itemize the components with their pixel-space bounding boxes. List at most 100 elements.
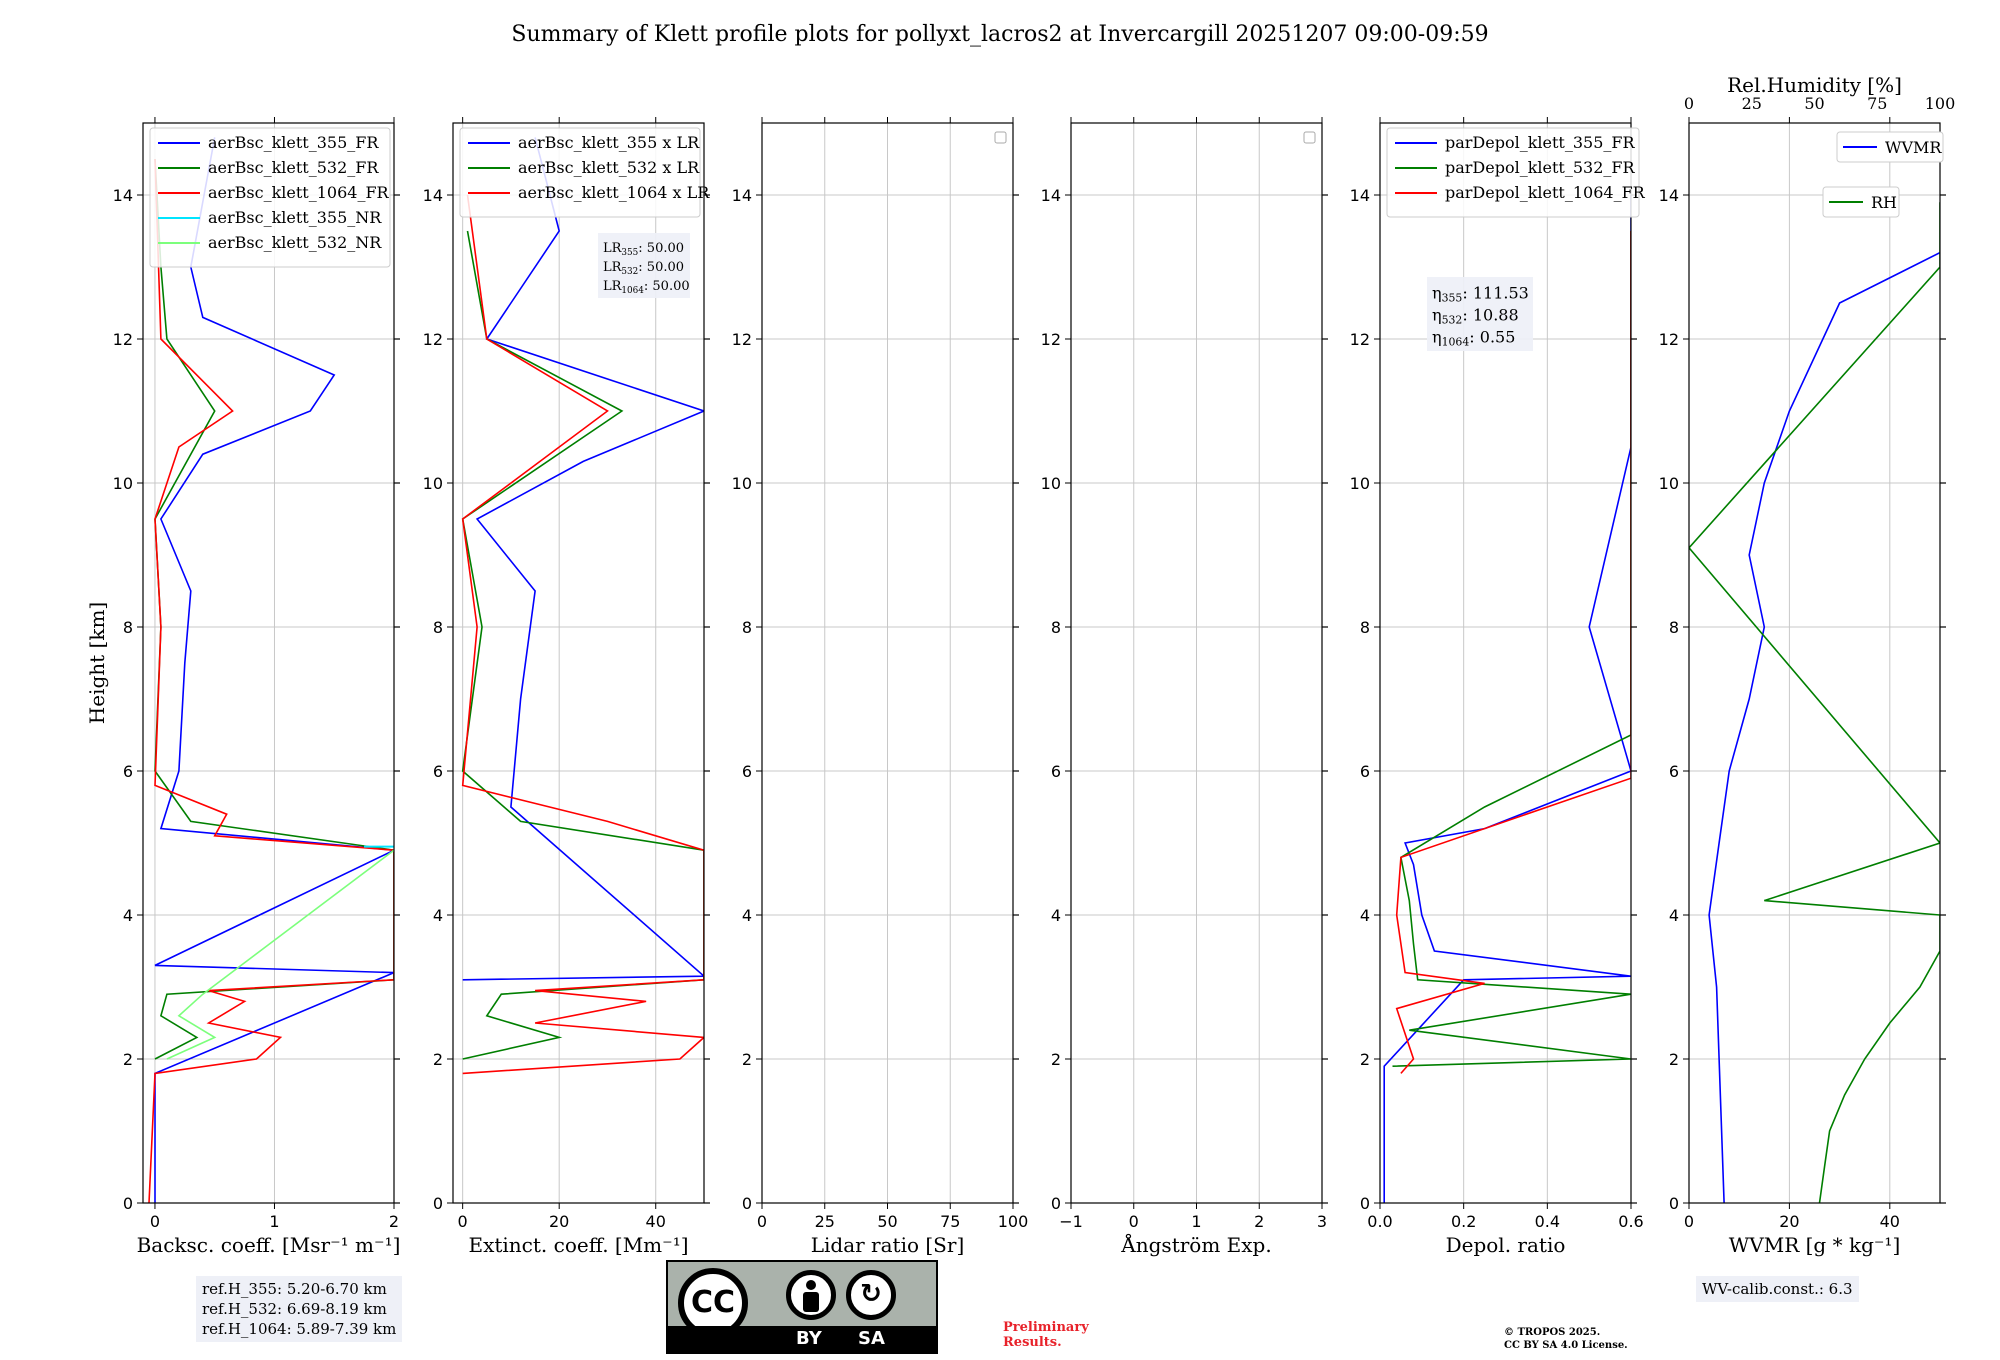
series-group (1689, 202, 1940, 1203)
y-tick-label: 0 (433, 1194, 443, 1213)
x-tick-label: 1 (269, 1212, 279, 1231)
legend-label: WVMR (1885, 138, 1942, 157)
legend-label: aerBsc_klett_355 x LR (518, 133, 700, 152)
top-tick-label: 0 (1684, 94, 1694, 113)
x-tick-label: 0.0 (1367, 1212, 1392, 1231)
series-line-aerBsc_klett_355_FR (154, 137, 394, 1203)
y-tick-label: 0 (123, 1194, 133, 1213)
cc-text: CC (690, 1285, 736, 1320)
series-line-WVMR (1708, 251, 1940, 1203)
legend-box (459, 127, 701, 218)
eta-box-bg (1427, 277, 1533, 351)
y-tick-label: 6 (1669, 762, 1679, 781)
preliminary-line-2: Results. (1003, 1335, 1062, 1350)
ref-height-1064: ref.H_1064: 5.89-7.39 km (202, 1320, 397, 1338)
ref-height-532: ref.H_532: 6.69-8.19 km (202, 1300, 387, 1318)
y-tick-label: 14 (423, 186, 443, 205)
legend-label: aerBsc_klett_1064_FR (208, 183, 390, 202)
legend: WVMR (1836, 131, 1944, 163)
y-axis-label: Height [km] (85, 602, 109, 724)
x-tick-label: −1 (1059, 1212, 1083, 1231)
series-line-aerBsc_klett_1064 x LR (461, 194, 704, 1075)
x-axis-label: Extinct. coeff. [Mm⁻¹] (468, 1233, 688, 1257)
by-label: BY (796, 1328, 822, 1349)
x-tick-label: 0.2 (1451, 1212, 1476, 1231)
lidar-ratio-box-bg (598, 233, 690, 298)
eta-box-line: η532: 10.88 (1432, 306, 1519, 327)
legend: aerBsc_klett_355 x LR aerBsc_klett_532 x … (459, 127, 710, 218)
wv-calibration-box: WV-calib.const.: 6.3 (1696, 1276, 1859, 1302)
x-axis-label: WVMR [g * kg⁻¹] (1729, 1233, 1901, 1257)
y-tick-label: 4 (742, 906, 752, 925)
top-tick-label: 75 (1867, 94, 1887, 113)
top-axis-label: Rel.Humidity [%] (1727, 73, 1902, 97)
panel-wv: 0 2 4 6 8 10 12 14 0 20 40 WVMR [g * kg⁻¹] 0 25 50 75 10… (1659, 73, 1956, 1257)
copyright-line-1: © TROPOS 2025. (1504, 1327, 1601, 1338)
top-tick-label: 25 (1742, 94, 1762, 113)
series-line-aerBsc_klett_532_FR (154, 158, 394, 1060)
y-tick-label: 8 (1360, 618, 1370, 637)
x-tick-label: 25 (815, 1212, 835, 1231)
y-tick-label: 12 (1350, 330, 1370, 349)
x-axis-label: Lidar ratio [Sr] (811, 1233, 965, 1257)
panel-dep: 0 2 4 6 8 10 12 14 0.0 0.2 0.4 0.6 Depol. ratio parDe… (1350, 117, 1646, 1257)
y-tick-label: 2 (1051, 1050, 1061, 1069)
y-tick-label: 4 (1669, 906, 1679, 925)
panel-ext: 0 2 4 6 8 10 12 14 0 20 40 Extinct. coeff. [Mm⁻¹] ae… (423, 117, 710, 1257)
axes-frame (452, 122, 705, 1204)
legend: parDepol_klett_355_FR parDepol_klett_532_… (1386, 127, 1646, 218)
y-tick-label: 6 (433, 762, 443, 781)
legend-label: parDepol_klett_1064_FR (1445, 183, 1646, 202)
y-tick-label: 12 (1659, 330, 1679, 349)
series-group (148, 137, 394, 1203)
by-person-icon (786, 1270, 836, 1320)
x-tick-label: 20 (1779, 1212, 1799, 1231)
y-tick-label: 10 (423, 474, 443, 493)
figure-title: Summary of Klett profile plots for polly… (511, 22, 1489, 47)
series-group (1383, 195, 1631, 1203)
legend-label: aerBsc_klett_355_NR (208, 208, 382, 227)
x-tick-label: 40 (1880, 1212, 1900, 1231)
series-line-parDepol_klett_1064_FR (1395, 231, 1631, 1074)
legend-box (1836, 131, 1944, 163)
y-tick-label: 14 (1659, 186, 1679, 205)
y-tick-label: 8 (123, 618, 133, 637)
y-tick-label: 14 (113, 186, 133, 205)
series-line-aerBsc_klett_532 x LR (461, 230, 704, 1060)
x-axis-label: Ångström Exp. (1120, 1232, 1271, 1257)
series-line-aerBsc_klett_355 x LR (462, 137, 704, 981)
y-tick-label: 14 (1350, 186, 1370, 205)
y-tick-label: 8 (433, 618, 443, 637)
axes-frame (142, 122, 395, 1204)
y-tick-label: 10 (1041, 474, 1061, 493)
y-tick-label: 6 (1051, 762, 1061, 781)
legend-label: aerBsc_klett_1064 x LR (518, 183, 710, 202)
cc-license-logo: CC ↻ BY SA (666, 1260, 938, 1354)
y-tick-label: 14 (732, 186, 752, 205)
x-tick-label: 2 (389, 1212, 399, 1231)
y-tick-label: 6 (1360, 762, 1370, 781)
wv-calib-const: WV-calib.const.: 6.3 (1702, 1280, 1853, 1298)
lidar-ratio-box-line: LR1064: 50.00 (603, 279, 690, 296)
x-tick-label: 0 (1684, 1212, 1694, 1231)
lidar-ratio-box-line: LR532: 50.00 (603, 260, 684, 277)
legend-label: RH (1871, 193, 1897, 212)
x-tick-label: 0 (150, 1212, 160, 1231)
y-tick-label: 10 (732, 474, 752, 493)
legend-label: aerBsc_klett_532 x LR (518, 158, 700, 177)
legend-box (149, 127, 391, 268)
y-tick-label: 2 (123, 1050, 133, 1069)
x-tick-label: 2 (1254, 1212, 1264, 1231)
y-tick-label: 0 (1051, 1194, 1061, 1213)
panel-lr: 0 2 4 6 8 10 12 14 0 25 50 75 100 Lidar ratio [Sr] (732, 117, 1028, 1257)
top-tick-label: 100 (1925, 94, 1956, 113)
axes-frame (1688, 122, 1941, 1204)
series-line-RH (1689, 202, 1940, 1203)
preliminary-line-1: Preliminary (1003, 1320, 1089, 1335)
x-axis-label: Depol. ratio (1446, 1233, 1566, 1257)
legend-label: parDepol_klett_532_FR (1445, 158, 1636, 177)
eta-box-line: η355: 111.53 (1432, 284, 1529, 305)
eta-box-line: η1064: 0.55 (1432, 328, 1515, 349)
